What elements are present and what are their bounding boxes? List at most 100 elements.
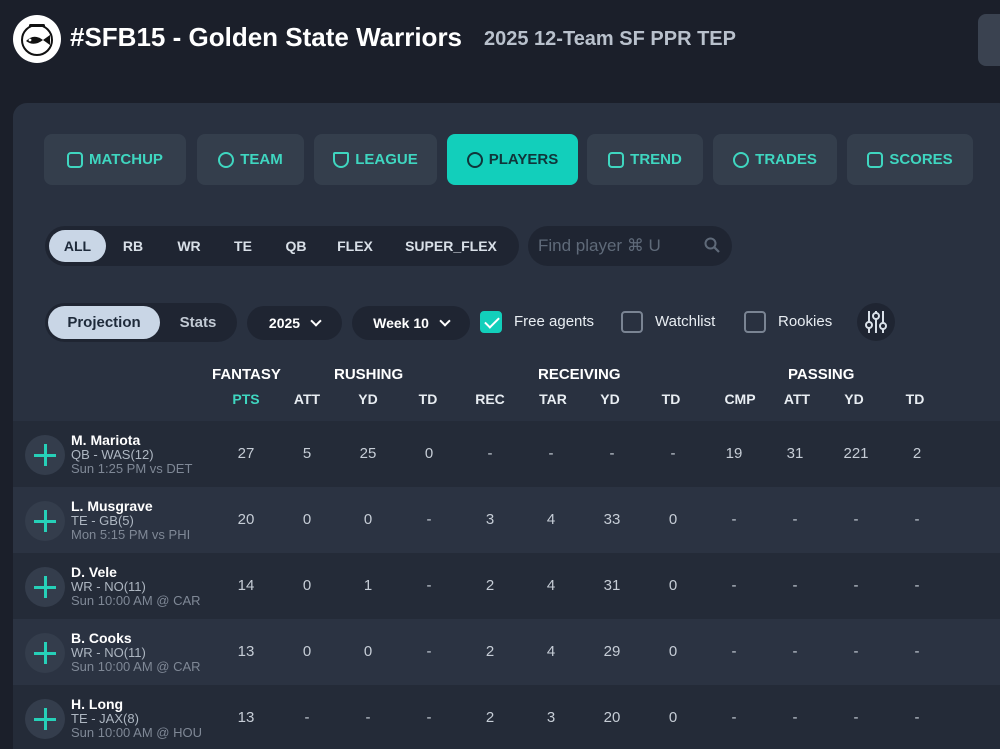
- tab-label: LEAGUE: [355, 151, 418, 168]
- tab-scores[interactable]: SCORES: [847, 134, 973, 185]
- player-name[interactable]: D. Vele: [71, 564, 117, 580]
- column-header[interactable]: ATT: [783, 391, 811, 407]
- player-name[interactable]: M. Mariota: [71, 432, 141, 448]
- stat-cell: -: [426, 709, 432, 726]
- column-header[interactable]: PTS: [232, 391, 260, 407]
- watchlist-label: Watchlist: [655, 313, 716, 330]
- add-player-button[interactable]: [25, 699, 65, 739]
- column-header[interactable]: TD: [905, 391, 925, 407]
- column-header[interactable]: YD: [358, 391, 378, 407]
- stat-cell: -: [426, 643, 432, 660]
- player-game-time: Sun 10:00 AM @ CAR: [71, 659, 201, 674]
- stat-cell: -: [426, 577, 432, 594]
- add-player-button[interactable]: [25, 633, 65, 673]
- stat-cell: 29: [603, 643, 621, 660]
- table-row[interactable]: M. Mariota QB - WAS(12) Sun 1:25 PM vs D…: [13, 421, 1000, 487]
- search-icon[interactable]: [704, 237, 720, 253]
- stat-cell: -: [853, 511, 859, 528]
- position-flex[interactable]: FLEX: [337, 238, 373, 254]
- stat-cell: -: [914, 643, 920, 660]
- table-row[interactable]: B. Cooks WR - NO(11) Sun 10:00 AM @ CAR …: [13, 619, 1000, 685]
- stat-cell: -: [914, 577, 920, 594]
- column-header[interactable]: YD: [844, 391, 864, 407]
- stat-cell: 4: [546, 643, 556, 660]
- week-value: Week 10: [373, 315, 429, 331]
- view-toggle: Projection Stats: [45, 303, 237, 342]
- table-row[interactable]: H. Long TE - JAX(8) Sun 10:00 AM @ HOU 1…: [13, 685, 1000, 749]
- stat-cell: 33: [603, 511, 621, 528]
- stat-cell: 5: [302, 445, 312, 462]
- stat-cell: -: [792, 709, 798, 726]
- group-receiving: RECEIVING: [538, 366, 621, 383]
- position-all[interactable]: ALL: [49, 230, 106, 262]
- stat-cell: 31: [786, 445, 804, 462]
- league-logo[interactable]: [13, 15, 61, 63]
- player-game-time: Sun 10:00 AM @ HOU: [71, 725, 202, 740]
- add-player-button[interactable]: [25, 567, 65, 607]
- table-row[interactable]: D. Vele WR - NO(11) Sun 10:00 AM @ CAR 1…: [13, 553, 1000, 619]
- column-header[interactable]: REC: [475, 391, 505, 407]
- tab-label: PLAYERS: [488, 151, 559, 168]
- group-fantasy: FANTASY: [212, 366, 281, 383]
- player-name[interactable]: L. Musgrave: [71, 498, 153, 514]
- player-name[interactable]: B. Cooks: [71, 630, 132, 646]
- watchlist-checkbox[interactable]: [621, 311, 643, 333]
- tab-league[interactable]: LEAGUE: [314, 134, 437, 185]
- tab-matchup[interactable]: MATCHUP: [44, 134, 186, 185]
- column-header[interactable]: TD: [418, 391, 438, 407]
- tab-players[interactable]: PLAYERS: [447, 134, 578, 185]
- stat-cell: -: [731, 511, 737, 528]
- shield-icon: [333, 151, 350, 168]
- player-game-time: Sun 1:25 PM vs DET: [71, 461, 193, 476]
- add-player-button[interactable]: [25, 435, 65, 475]
- tab-label: TRADES: [755, 151, 817, 168]
- position-filter: ALL RB WR TE QB FLEX SUPER_FLEX: [45, 226, 519, 266]
- table-row[interactable]: L. Musgrave TE - GB(5) Mon 5:15 PM vs PH…: [13, 487, 1000, 553]
- search-input[interactable]: [538, 234, 688, 258]
- add-player-button[interactable]: [25, 501, 65, 541]
- projection-toggle[interactable]: Projection: [48, 306, 160, 339]
- season-select[interactable]: 2025: [247, 306, 342, 340]
- user-menu-button[interactable]: [978, 14, 1000, 66]
- tab-label: TREND: [630, 151, 682, 168]
- stat-cell: 0: [302, 511, 312, 528]
- stat-cell: 0: [668, 511, 678, 528]
- column-header[interactable]: TD: [661, 391, 681, 407]
- position-qb[interactable]: QB: [285, 238, 307, 254]
- column-header[interactable]: YD: [600, 391, 620, 407]
- column-header[interactable]: CMP: [724, 391, 756, 407]
- free-agents-checkbox[interactable]: [480, 311, 502, 333]
- fish-bowl-icon: [21, 24, 53, 56]
- stats-toggle[interactable]: Stats: [179, 314, 217, 331]
- trend-icon: [608, 151, 625, 168]
- column-header[interactable]: ATT: [293, 391, 321, 407]
- chevron-down-icon: [439, 315, 451, 327]
- stat-cell: -: [670, 445, 676, 462]
- column-settings-button[interactable]: [857, 303, 895, 341]
- player-name[interactable]: H. Long: [71, 696, 124, 712]
- stat-cell: 0: [424, 445, 434, 462]
- tab-label: SCORES: [889, 151, 953, 168]
- tab-trades[interactable]: TRADES: [713, 134, 837, 185]
- stat-cell: 0: [668, 709, 678, 726]
- tab-trend[interactable]: TREND: [587, 134, 703, 185]
- player-position-team: TE - JAX(8): [71, 711, 139, 726]
- stat-cell: -: [548, 445, 554, 462]
- stat-cell: -: [853, 577, 859, 594]
- stat-cell: 19: [725, 445, 743, 462]
- league-subtitle: 2025 12-Team SF PPR TEP: [484, 28, 736, 50]
- tab-team[interactable]: TEAM: [197, 134, 304, 185]
- week-select[interactable]: Week 10: [352, 306, 470, 340]
- player-game-time: Sun 10:00 AM @ CAR: [71, 593, 201, 608]
- stat-cell: -: [853, 709, 859, 726]
- stat-cell: 0: [363, 643, 373, 660]
- column-header[interactable]: TAR: [539, 391, 567, 407]
- stat-cell: 0: [302, 643, 312, 660]
- rookies-checkbox[interactable]: [744, 311, 766, 333]
- position-super-flex[interactable]: SUPER_FLEX: [405, 238, 497, 254]
- position-wr[interactable]: WR: [177, 238, 201, 254]
- stat-cell: 2: [485, 643, 495, 660]
- position-rb[interactable]: RB: [122, 238, 144, 254]
- position-te[interactable]: TE: [234, 238, 252, 254]
- stat-cell: -: [304, 709, 310, 726]
